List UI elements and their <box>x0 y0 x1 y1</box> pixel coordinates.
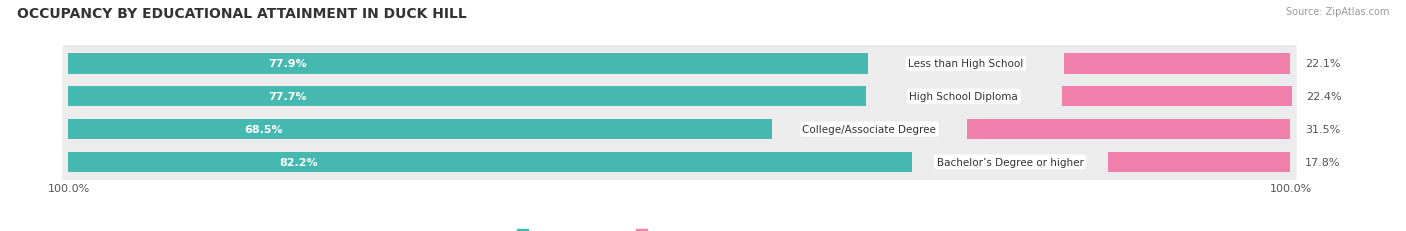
Bar <box>69 119 772 140</box>
Bar <box>1063 54 1291 74</box>
Text: High School Diploma: High School Diploma <box>910 92 1018 102</box>
Text: 77.9%: 77.9% <box>269 59 307 69</box>
FancyBboxPatch shape <box>62 131 1296 193</box>
FancyBboxPatch shape <box>62 99 1296 160</box>
Text: 77.7%: 77.7% <box>269 92 307 102</box>
FancyBboxPatch shape <box>62 33 1296 95</box>
Text: Less than High School: Less than High School <box>908 59 1024 69</box>
Bar <box>69 54 868 74</box>
Text: 31.5%: 31.5% <box>1305 125 1340 134</box>
Bar <box>69 152 912 172</box>
Text: 68.5%: 68.5% <box>245 125 283 134</box>
Text: Bachelor’s Degree or higher: Bachelor’s Degree or higher <box>936 157 1084 167</box>
Text: 17.8%: 17.8% <box>1305 157 1341 167</box>
Bar <box>967 119 1291 140</box>
Text: 82.2%: 82.2% <box>280 157 318 167</box>
Text: College/Associate Degree: College/Associate Degree <box>803 125 936 134</box>
Bar <box>1108 152 1291 172</box>
Legend: Owner-occupied, Renter-occupied: Owner-occupied, Renter-occupied <box>512 225 751 231</box>
Text: 22.4%: 22.4% <box>1306 92 1341 102</box>
FancyBboxPatch shape <box>62 66 1296 128</box>
Text: OCCUPANCY BY EDUCATIONAL ATTAINMENT IN DUCK HILL: OCCUPANCY BY EDUCATIONAL ATTAINMENT IN D… <box>17 7 467 21</box>
Text: Source: ZipAtlas.com: Source: ZipAtlas.com <box>1285 7 1389 17</box>
Bar <box>1062 87 1292 107</box>
Bar <box>69 87 866 107</box>
Text: 22.1%: 22.1% <box>1305 59 1341 69</box>
